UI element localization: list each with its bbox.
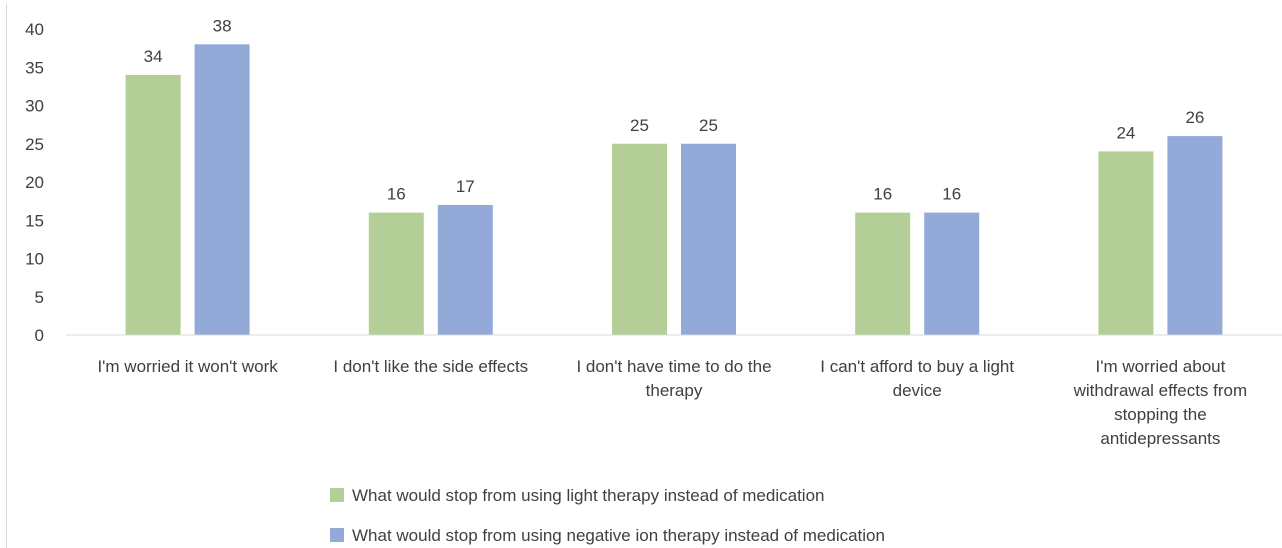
bar-series-2-cat-4 (924, 212, 980, 335)
data-label: 16 (387, 185, 406, 204)
x-category-label-line: I'm worried about (1095, 357, 1225, 376)
bar-series-2-cat-2 (437, 204, 493, 335)
y-tick-label: 25 (25, 135, 44, 154)
y-tick-label: 40 (25, 20, 44, 39)
x-category-label: I don't like the side effects (333, 357, 528, 376)
legend-label: What would stop from using light therapy… (352, 486, 824, 505)
x-category-label-line: device (893, 381, 942, 400)
y-tick-label: 15 (25, 211, 44, 230)
data-label: 26 (1185, 108, 1204, 127)
legend-swatch (330, 528, 344, 542)
x-category-label: I'm worried it won't work (97, 357, 278, 376)
data-labels-group: 34 38 16 17 25 25 16 16 24 26 (144, 16, 1205, 203)
y-tick-label: 0 (35, 326, 44, 345)
x-axis-labels: I'm worried it won't work I don't like th… (97, 357, 1247, 448)
legend-swatch (330, 488, 344, 502)
bar-series-1-cat-2 (368, 212, 424, 335)
chart-frame (6, 4, 1282, 548)
bar-series-2-cat-1 (194, 44, 250, 336)
data-label: 24 (1116, 123, 1135, 142)
x-category-label-line: stopping the (1114, 405, 1207, 424)
legend-label: What would stop from using negative ion … (352, 526, 885, 545)
bar-series-2-cat-5 (1167, 136, 1223, 335)
data-label: 17 (456, 177, 475, 196)
data-label: 16 (942, 185, 961, 204)
bars-group (125, 44, 1223, 336)
x-category-label-line: I'm worried it won't work (97, 357, 278, 376)
x-category-label: I'm worried about withdrawal effects from… (1073, 357, 1248, 448)
data-label: 34 (144, 47, 163, 66)
bar-series-1-cat-4 (855, 212, 911, 335)
y-tick-label: 35 (25, 58, 44, 77)
x-category-label-line: withdrawal effects from (1073, 381, 1248, 400)
bar-series-1-cat-3 (612, 143, 667, 335)
bar-series-2-cat-3 (681, 143, 736, 335)
data-label: 25 (699, 116, 718, 135)
x-category-label: I can't afford to buy a light device (820, 357, 1014, 400)
data-label: 16 (873, 185, 892, 204)
legend: What would stop from using light therapy… (330, 486, 885, 545)
y-tick-label: 30 (25, 97, 44, 116)
y-tick-label: 10 (25, 250, 44, 269)
x-category-label-line: I don't have time to do the (576, 357, 771, 376)
x-category-label: I don't have time to do the therapy (576, 357, 771, 400)
y-tick-label: 5 (35, 288, 44, 307)
x-category-label-line: I can't afford to buy a light (820, 357, 1014, 376)
data-label: 38 (213, 16, 232, 35)
bar-series-1-cat-5 (1098, 151, 1154, 335)
x-category-label-line: antidepressants (1100, 429, 1220, 448)
data-label: 25 (630, 116, 649, 135)
y-axis: 0 5 10 15 20 25 30 35 40 (25, 20, 44, 345)
y-tick-label: 20 (25, 173, 44, 192)
x-category-label-line: I don't like the side effects (333, 357, 528, 376)
bar-series-1-cat-1 (125, 74, 181, 336)
x-category-label-line: therapy (646, 381, 703, 400)
